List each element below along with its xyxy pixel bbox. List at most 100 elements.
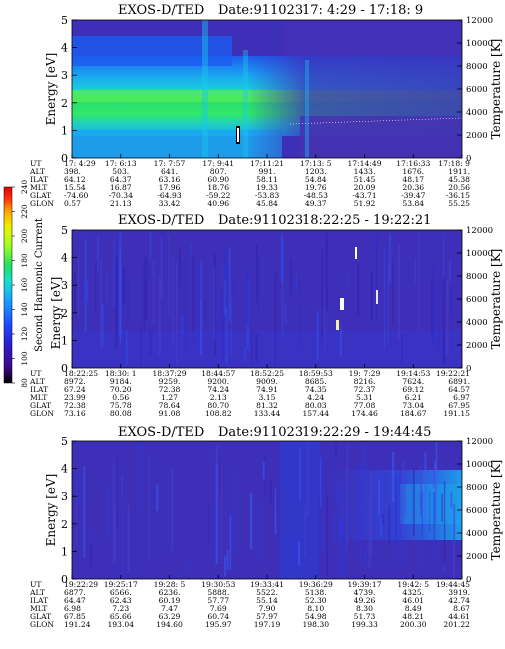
table-cell: 51.92 xyxy=(354,199,376,208)
table-cell: 21.13 xyxy=(110,199,132,208)
table-row-label: ALT xyxy=(29,588,45,597)
table-cell: 78.64 xyxy=(159,401,181,410)
intensity-streak xyxy=(284,304,287,324)
intensity-streak xyxy=(335,453,337,506)
table-cell: 64.37 xyxy=(110,175,132,184)
intensity-streak xyxy=(223,263,226,316)
table-cell: 197.19 xyxy=(254,620,281,629)
intensity-streak xyxy=(274,273,277,366)
panel-3-axes: 0 1 2 3 4 5 0 2000 4000 6000 8000 10000 12000 xyxy=(61,435,493,586)
table-cell: 17:14:49 xyxy=(347,159,381,168)
panel-3-ylabel-right: Temperature [K] xyxy=(489,460,503,561)
table-cell: 18:59:53 xyxy=(299,369,333,378)
table-cell: 55.25 xyxy=(448,199,470,208)
intensity-streak xyxy=(125,330,128,365)
table-cell: 193.04 xyxy=(107,620,134,629)
intensity-streak xyxy=(299,304,301,348)
table-cell: 19:30:53 xyxy=(201,580,235,589)
intensity-streak xyxy=(375,235,378,322)
table-cell: 19.76 xyxy=(305,183,327,192)
intensity-streak xyxy=(346,444,349,544)
panel-1-date: Date:911023 xyxy=(218,3,303,18)
table-cell: 33.42 xyxy=(159,199,181,208)
intensity-streak xyxy=(388,234,392,282)
intensity-streak xyxy=(112,463,115,565)
intensity-streak xyxy=(116,454,118,528)
table-cell: 15.54 xyxy=(64,183,86,192)
table-cell: 58.11 xyxy=(256,175,278,184)
intensity-streak xyxy=(395,477,397,539)
intensity-streak xyxy=(78,473,81,505)
table-row-label: UT xyxy=(30,369,41,378)
intensity-streak xyxy=(148,458,151,561)
intensity-streak xyxy=(437,285,440,352)
temperature-tick-label: 12000 xyxy=(466,437,493,447)
energy-tick-label: 1 xyxy=(61,334,68,347)
intensity-streak xyxy=(433,491,436,560)
table-cell: 19:22:21 xyxy=(436,369,470,378)
intensity-streak xyxy=(113,505,117,562)
table-cell: 17.96 xyxy=(159,183,181,192)
temperature-tick-label: 2000 xyxy=(466,341,488,351)
table-cell: 157.44 xyxy=(302,409,329,418)
table-cell: 19:25:17 xyxy=(104,580,138,589)
table-cell: 23.99 xyxy=(64,393,86,402)
temperature-tick-label: 8000 xyxy=(466,272,488,282)
intensity-streak xyxy=(184,259,187,353)
panel-3-date: Date:911023 xyxy=(218,425,303,440)
intensity-streak xyxy=(399,473,402,567)
intensity-streak xyxy=(106,487,109,539)
table-cell: 72.38 xyxy=(64,401,86,410)
intensity-streak xyxy=(324,286,326,355)
intensity-streak xyxy=(143,257,145,333)
table-cell: 67.85 xyxy=(64,612,86,621)
table-cell: 16.87 xyxy=(110,183,132,192)
temperature-tick-label: 0 xyxy=(466,364,471,374)
energy-tick-label: 5 xyxy=(61,14,68,27)
table-row-label: ILAT xyxy=(30,385,48,394)
table-cell: 60.19 xyxy=(159,596,181,605)
panel-3-plot xyxy=(71,440,463,580)
energy-tick-label: 1 xyxy=(61,124,68,137)
table-cell: 194.60 xyxy=(156,620,183,629)
table-cell: 184.67 xyxy=(400,409,427,418)
table-cell: -48.53 xyxy=(304,191,328,200)
temperature-tick-label: 0 xyxy=(466,575,471,585)
panel-3-title: EXOS-D/TED xyxy=(118,425,204,440)
intensity-streak xyxy=(326,495,329,577)
intensity-streak xyxy=(414,258,417,286)
table-row-label: GLAT xyxy=(30,612,51,621)
table-cell: 9200. xyxy=(207,377,229,386)
table-cell: 17:11:21 xyxy=(250,159,284,168)
intensity-streak xyxy=(221,291,224,362)
table-cell: 191.15 xyxy=(443,409,470,418)
temperature-tick-label: 6000 xyxy=(466,506,488,516)
intensity-streak xyxy=(316,310,319,360)
table-cell: 77.08 xyxy=(354,401,376,410)
intensity-streak xyxy=(101,303,104,347)
intensity-streak xyxy=(156,484,159,512)
energy-tick-label: 3 xyxy=(61,69,68,82)
table-cell: 5.31 xyxy=(356,393,373,402)
table-cell: 5138. xyxy=(305,588,327,597)
table-row-label: GLON xyxy=(30,409,54,418)
panel-3: EXOS-D/TED Date:911023 19:22:29 - 19:44:… xyxy=(29,425,503,629)
table-cell: 74.35 xyxy=(305,385,327,394)
energy-tick-label: 2 xyxy=(61,97,68,110)
intensity-streak xyxy=(171,466,174,551)
panel-2-time-range: 18:22:25 - 19:22:21 xyxy=(302,213,431,228)
intensity-streak xyxy=(339,326,343,358)
intensity-streak xyxy=(119,259,122,341)
intensity-streak xyxy=(140,322,142,366)
table-cell: 18:30: 1 xyxy=(105,369,137,378)
table-cell: 40.96 xyxy=(207,199,229,208)
table-cell: 5522. xyxy=(256,588,278,597)
table-cell: 64.12 xyxy=(64,175,86,184)
temperature-tick-label: 4000 xyxy=(466,529,488,539)
table-cell: 65.66 xyxy=(110,612,132,621)
table-cell: 17:18: 9 xyxy=(438,159,470,168)
table-cell: 54.98 xyxy=(305,612,327,621)
